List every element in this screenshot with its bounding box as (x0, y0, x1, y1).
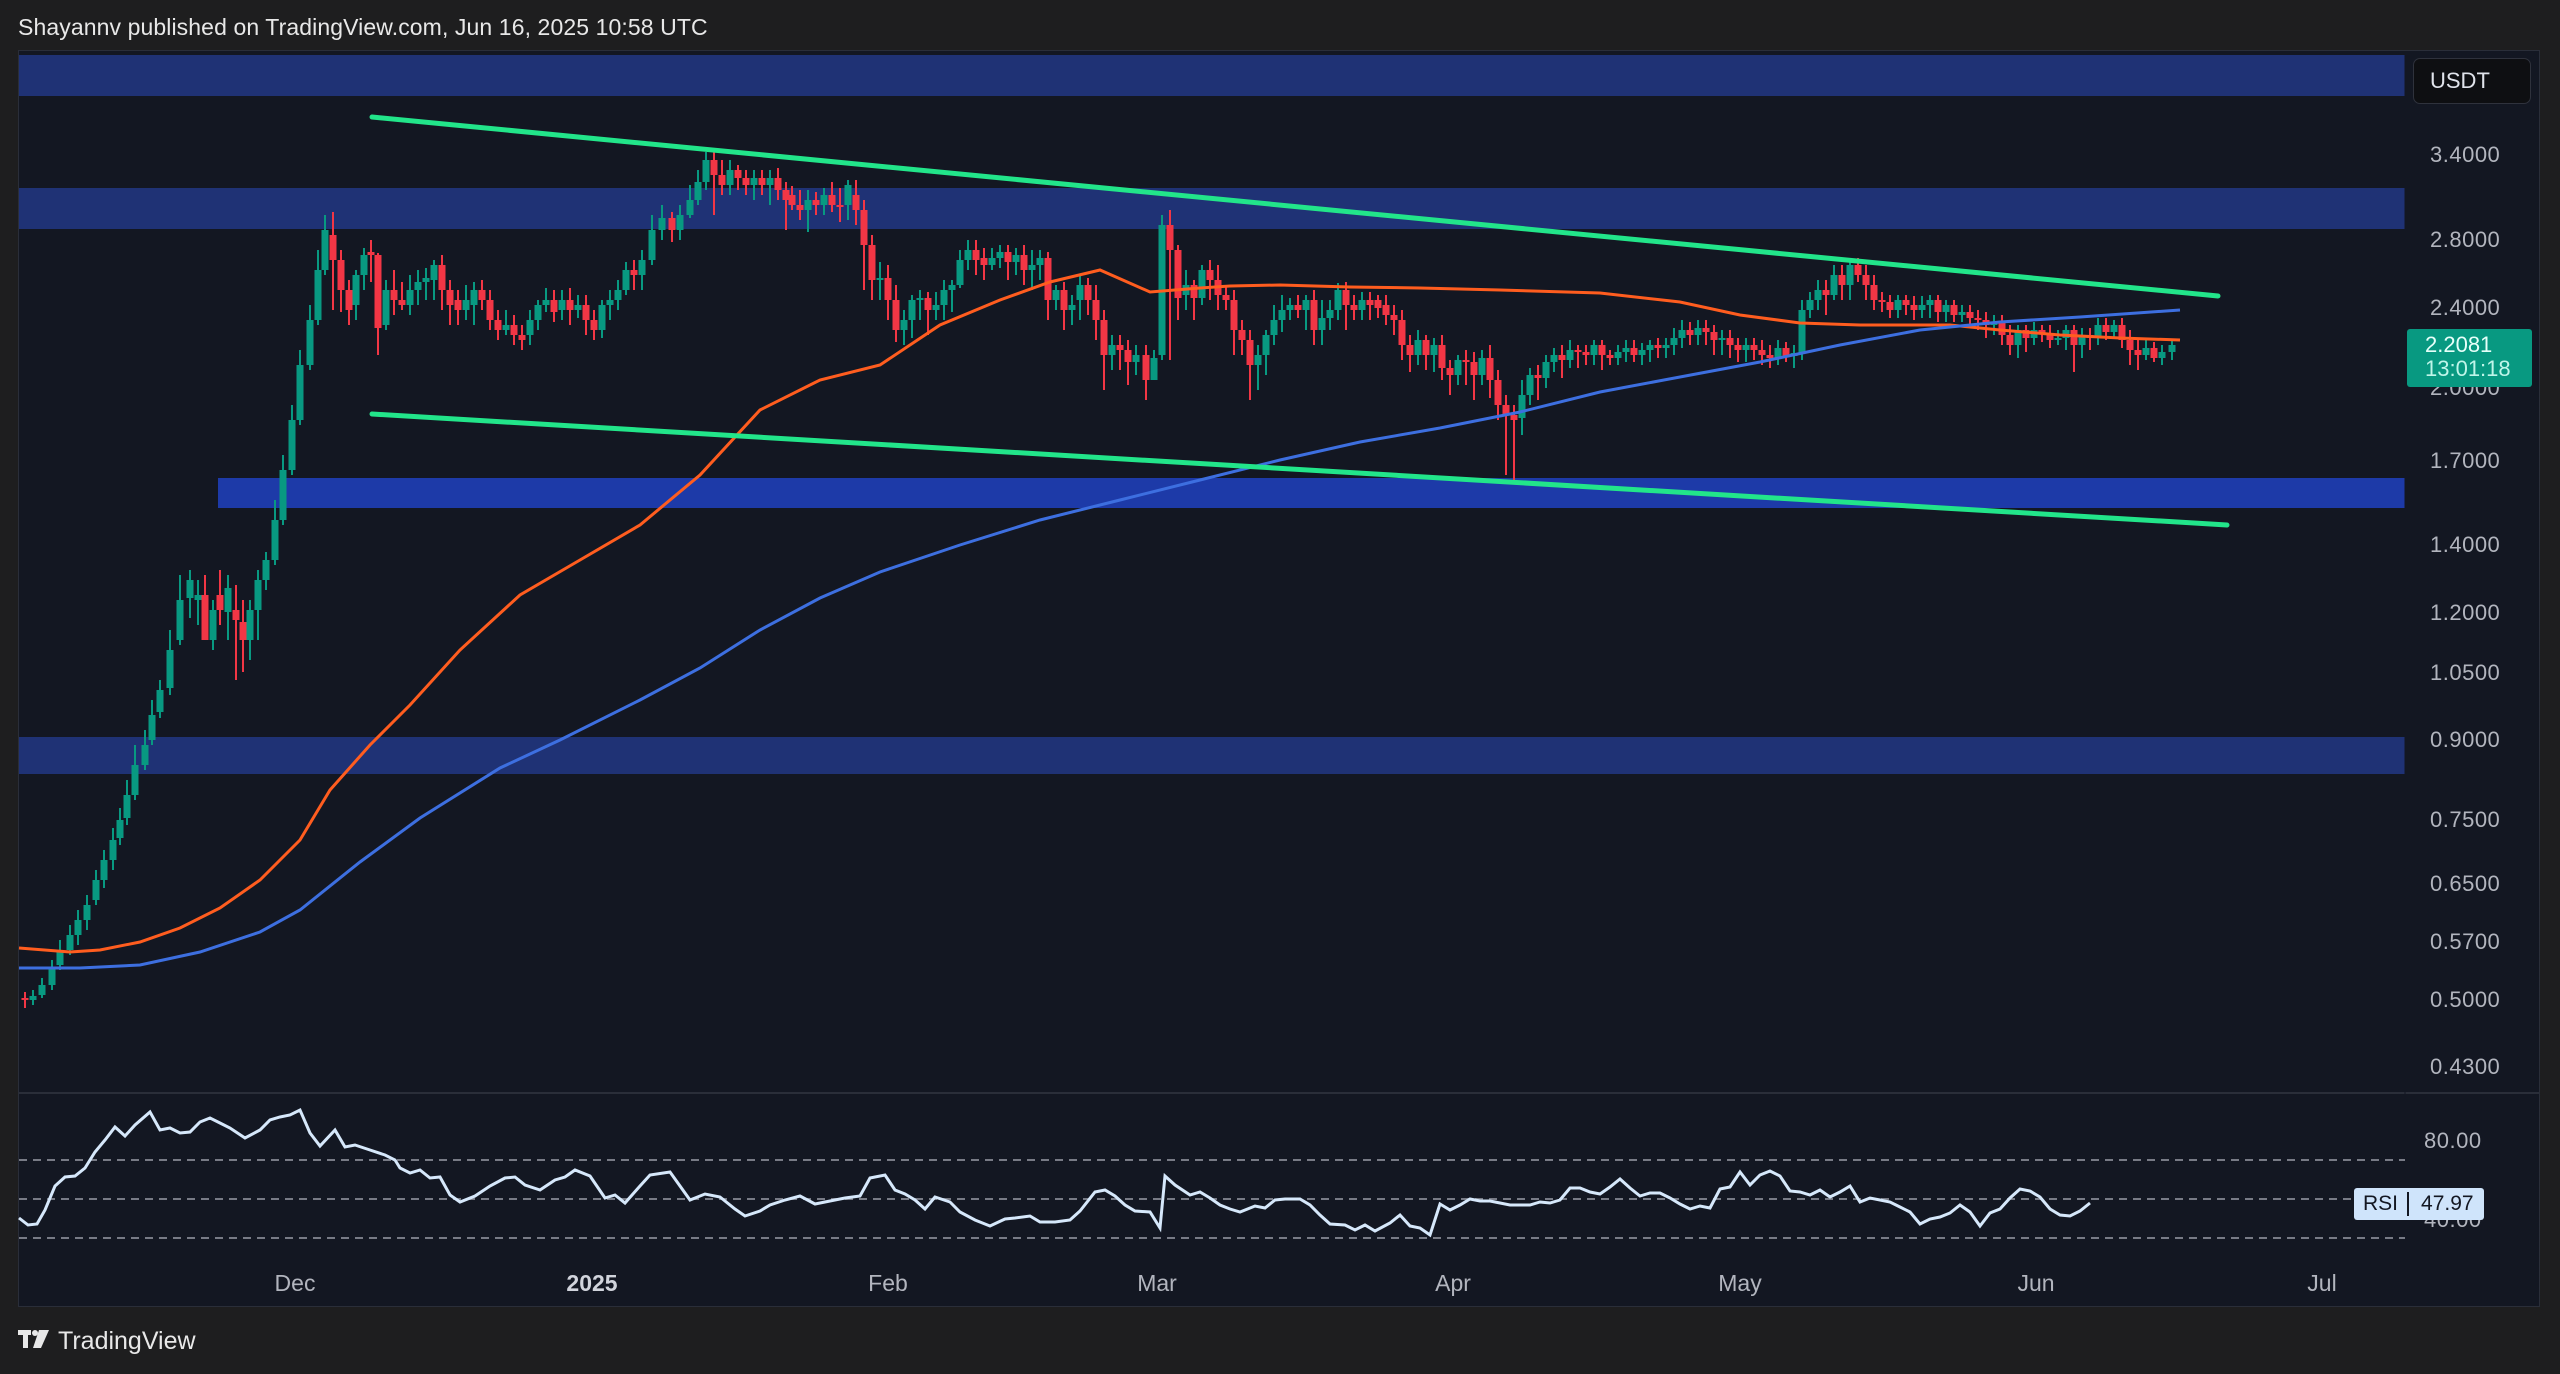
time-tick-label: Jul (2307, 1270, 2337, 1296)
rsi-line (18, 1107, 2091, 1238)
price-tick-label: 0.4300 (2430, 1054, 2501, 1079)
ma-orange-line (18, 268, 2181, 954)
time-tick-label: 2025 (566, 1270, 618, 1296)
candles (21, 150, 2176, 1008)
zone-lower (19, 737, 2405, 774)
price-tick-label: 1.0500 (2430, 660, 2501, 685)
publish-info: Shayannv published on TradingView.com, J… (18, 14, 708, 40)
tradingview-logo-icon (18, 1326, 50, 1357)
price-tick-label: 0.6500 (2430, 871, 2501, 896)
bar-countdown: 13:01:18 (2425, 356, 2511, 381)
time-tick-label: May (1718, 1270, 1762, 1296)
price-tick-label: 0.7500 (2430, 807, 2501, 832)
zone-resistance (19, 188, 2405, 229)
lower-wedge-trendline[interactable] (369, 411, 2230, 528)
upper-wedge-trendline[interactable] (369, 114, 2221, 299)
rsi-name: RSI (2354, 1192, 2410, 1216)
time-tick-label: Mar (1137, 1270, 1177, 1296)
price-tick-label: 2.4000 (2430, 295, 2501, 320)
zone-top (19, 55, 2405, 96)
price-tick-label: 0.5000 (2430, 987, 2501, 1012)
price-tick-label: 0.9000 (2430, 727, 2501, 752)
currency-label[interactable]: USDT (2413, 58, 2531, 104)
rsi-value-tag: RSI 47.97 (2354, 1188, 2484, 1220)
price-tick-label: 2.8000 (2430, 227, 2501, 252)
price-tick-label: 3.4000 (2430, 142, 2501, 167)
price-tick-label: 1.2000 (2430, 600, 2501, 625)
price-tick-label: 1.7000 (2430, 448, 2501, 473)
brand-name: TradingView (58, 1327, 196, 1355)
zone-support (218, 478, 2405, 508)
price-tick-label: 0.5700 (2430, 929, 2501, 954)
time-tick-label: Apr (1435, 1270, 1471, 1296)
ma-blue-line (19, 308, 2181, 970)
rsi-tick-label: 80.00 (2424, 1128, 2482, 1153)
time-tick-label: Dec (274, 1270, 316, 1296)
last-price-tag: 2.2081 13:01:18 (2407, 329, 2532, 387)
rsi-value: 47.97 (2421, 1192, 2474, 1215)
chart-frame[interactable] (18, 50, 2540, 1307)
time-tick-label: Jun (2017, 1270, 2055, 1296)
price-tick-label: 1.4000 (2430, 532, 2501, 557)
last-price-value: 2.2081 (2425, 332, 2493, 357)
time-tick-label: Feb (868, 1270, 908, 1296)
tradingview-brand[interactable]: TradingView (18, 1326, 196, 1357)
